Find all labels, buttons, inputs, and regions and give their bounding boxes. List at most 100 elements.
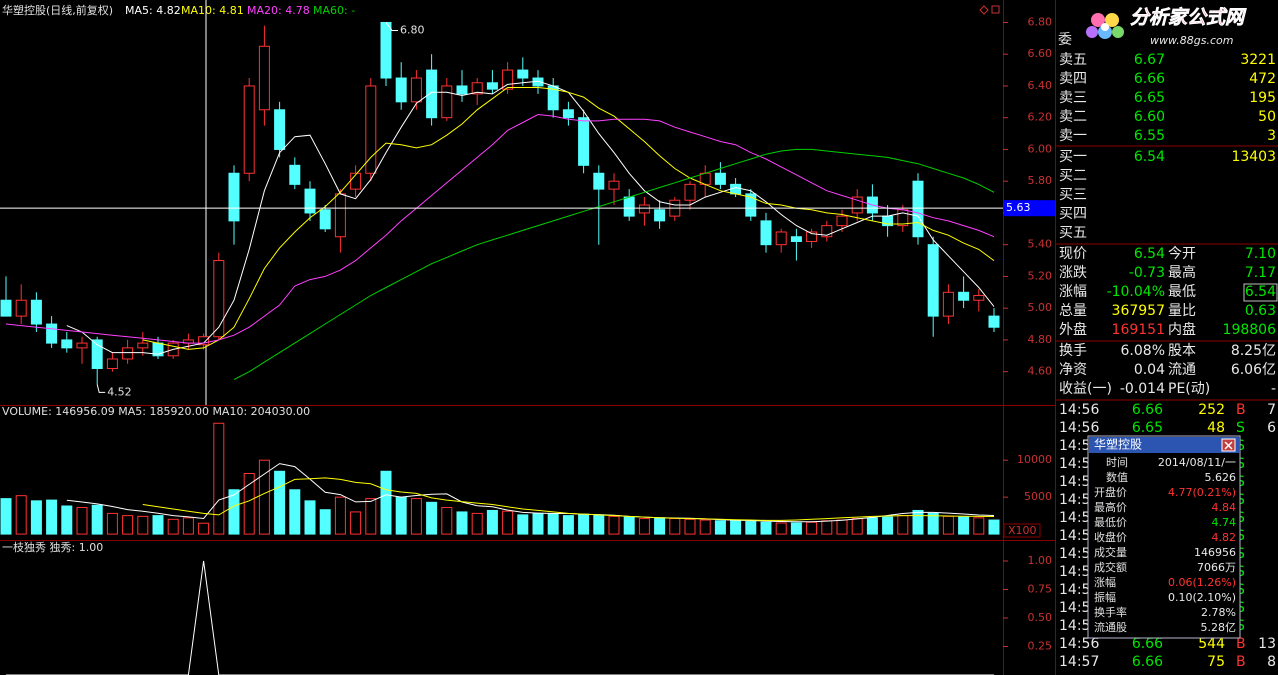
stat-value: 0.04 [1134, 362, 1165, 378]
trade-side: B [1236, 402, 1246, 418]
y-tick-label: 5.00 [1028, 301, 1053, 314]
tooltip-value: 7066万 [1197, 561, 1236, 574]
candle-body [912, 180, 924, 238]
volume-bar [471, 512, 483, 535]
candle-body [30, 299, 42, 325]
trade-count: 8 [1267, 654, 1276, 670]
candle-body [684, 183, 696, 201]
tooltip-box [1087, 435, 1241, 639]
candle-body [319, 209, 331, 230]
icon[interactable] [979, 5, 989, 15]
tooltip-label: 时间 [1106, 456, 1128, 469]
stat-label: 量比 [1168, 303, 1196, 319]
stat-value: - [1271, 381, 1276, 397]
stat-value: 169151 [1112, 322, 1165, 338]
y-tick-label: 6.60 [1028, 47, 1053, 60]
candle-body [137, 342, 149, 349]
y-tick-label: 4.80 [1028, 333, 1053, 346]
watermark-title: 分析家公式网 [1130, 7, 1247, 29]
y-tick-label: 10000 [1017, 453, 1052, 466]
trade-price: 6.66 [1132, 654, 1163, 670]
volume-bar [502, 510, 514, 535]
volume-bar [441, 506, 453, 535]
close-icon[interactable] [1224, 441, 1233, 450]
tooltip: 华塑控股 时间 2014/08/11/一数值 5.626 开盘价 4.77(0.21%)… [1087, 435, 1241, 639]
candle-body [304, 188, 316, 214]
candle-body [198, 336, 210, 346]
book-volume: 472 [1249, 71, 1276, 87]
stat-label: 最低 [1168, 284, 1196, 300]
candle-body [851, 196, 863, 214]
candle-body [274, 109, 286, 150]
stat-label: 今开 [1168, 246, 1196, 262]
watermark: 分析家公式网 www.88gs.com [1086, 6, 1247, 47]
low-label: 4.52 [107, 385, 132, 398]
stat-value: 0.63 [1245, 303, 1276, 319]
y-tick-label: 6.00 [1028, 142, 1053, 155]
tooltip-value: 4.82 [1212, 531, 1237, 544]
candle-body [623, 196, 635, 217]
window-icons[interactable] [979, 5, 1000, 15]
candle-body [258, 45, 270, 111]
volume-ma-line [142, 477, 995, 521]
trade-price: 6.66 [1132, 402, 1163, 418]
trade-volume: 252 [1198, 402, 1225, 418]
volume-bar [836, 519, 848, 535]
y-tick-label: 1.00 [1028, 554, 1053, 567]
tooltip-value: 4.74 [1212, 516, 1237, 529]
volume-bar [547, 512, 559, 535]
book-price: 6.67 [1134, 52, 1165, 68]
trade-time: 14:57 [1059, 654, 1099, 670]
book-volume: 195 [1249, 90, 1276, 106]
book-price: 6.54 [1134, 149, 1165, 165]
y-tick-label: 4.60 [1028, 365, 1053, 378]
stat-value: 6.54 [1245, 284, 1276, 300]
volume-bar [942, 515, 954, 535]
book-price: 6.65 [1134, 90, 1165, 106]
logo-petal [1091, 13, 1105, 27]
logo-center [1101, 23, 1109, 31]
volume-bar [638, 518, 650, 535]
book-label: 卖一 [1059, 128, 1087, 144]
trade-price: 6.65 [1132, 420, 1163, 436]
stat-value: 6.08% [1121, 343, 1165, 359]
volume-bar [669, 518, 681, 535]
logo-petal [1105, 13, 1119, 27]
icon[interactable] [991, 5, 1000, 14]
stat-value: 8.25亿 [1231, 343, 1276, 359]
volume-bar [122, 515, 134, 535]
tooltip-value: 4.77(0.21%) [1168, 486, 1236, 499]
candle-body [745, 193, 757, 217]
chart-title: 华塑控股(日线,前复权) [2, 3, 113, 17]
y-tick-label: 6.40 [1028, 79, 1053, 92]
volume-bar [15, 495, 27, 535]
candle-body [410, 77, 422, 103]
volume-bar [593, 514, 605, 535]
volume-bar [152, 515, 164, 535]
book-label: 卖二 [1059, 109, 1087, 125]
tooltip-value: 5.28亿 [1201, 621, 1237, 634]
candle-body [806, 231, 818, 243]
y-tick-label: 0.50 [1028, 611, 1053, 624]
stat-label: 总量 [1059, 303, 1087, 319]
ma20-label: MA20: 4.78 [247, 4, 310, 17]
volume-bar [304, 500, 316, 535]
book-price: 6.66 [1134, 71, 1165, 87]
volume-bar [319, 509, 331, 535]
candle-body [775, 231, 787, 246]
candle-body [973, 294, 985, 301]
candle-body [608, 180, 620, 190]
candle-body [821, 225, 833, 238]
ma-line [5, 113, 995, 344]
book-price: 6.55 [1134, 128, 1165, 144]
tooltip-label: 振幅 [1094, 590, 1116, 604]
volume-bar [182, 517, 194, 535]
tooltip-value: 0.06(1.26%) [1168, 576, 1236, 589]
panel-borders [0, 0, 1056, 675]
volume-bar [258, 459, 270, 535]
candle-body [593, 172, 605, 190]
tooltip-label: 流通股 [1094, 620, 1127, 634]
logo-petal [1112, 26, 1124, 38]
